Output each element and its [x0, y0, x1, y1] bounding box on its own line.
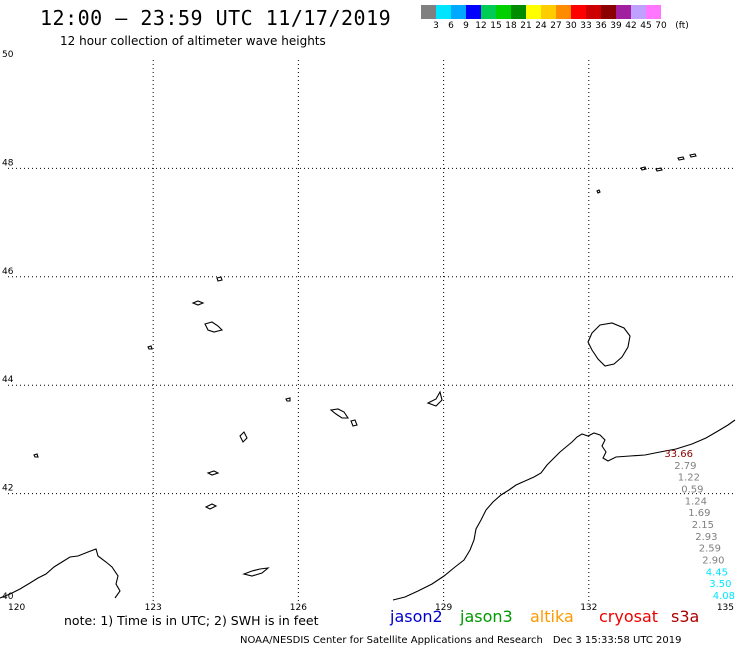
coastline-island-small-10 [216, 276, 223, 282]
color-scale-label: 70 [655, 21, 667, 31]
lon-tick-label: 126 [290, 603, 307, 613]
lon-tick-label: 120 [8, 603, 25, 613]
lat-tick-label: 50 [2, 50, 14, 60]
color-scale-swatch [481, 5, 496, 19]
lat-tick-label: 46 [2, 267, 14, 277]
map-title: 12:00 – 23:59 UTC 11/17/2019 [40, 6, 392, 30]
color-scale-label: 18 [505, 21, 517, 31]
color-scale-swatch [496, 5, 511, 19]
color-scale-swatch [436, 5, 451, 19]
coastline-peninsula [0, 548, 121, 599]
coastline [0, 153, 736, 601]
color-scale-swatch [451, 5, 466, 19]
coastline-island-small-13 [677, 156, 685, 161]
color-scale-label: 36 [595, 21, 607, 31]
wave-height-reading: 2.90 [702, 556, 724, 567]
color-scale-label: 6 [448, 21, 454, 31]
lat-tick-label: 42 [2, 484, 13, 494]
lat-tick-label: 44 [2, 375, 14, 385]
color-scale-label: 21 [520, 21, 532, 31]
wave-height-reading: 4.08 [713, 591, 735, 602]
color-scale-label: 15 [490, 21, 502, 31]
satellite-cryosat: cryosat [599, 607, 659, 626]
coastline-island-small-12 [655, 167, 663, 172]
map-subtitle: 12 hour collection of altimeter wave hei… [60, 34, 326, 48]
satellite-jason3: jason3 [460, 607, 513, 626]
satellite-s3a: s3a [671, 607, 700, 626]
coastline-mainland [392, 419, 736, 601]
color-scale-swatch [631, 5, 646, 19]
wave-height-readings: 33.662.791.220.591.241.692.152.932.592.9… [664, 449, 735, 602]
color-scale-label: 39 [610, 21, 622, 31]
lon-tick-label: 123 [145, 603, 162, 613]
wave-height-reading: 1.69 [688, 508, 710, 519]
wave-height-reading: 4.45 [706, 567, 728, 578]
coastline-island-small-17 [33, 453, 39, 458]
color-scale-swatch [421, 5, 436, 19]
color-scale-swatch [586, 5, 601, 19]
color-scale-label: 42 [625, 21, 637, 31]
note-text: note: 1) Time is in UTC; 2) SWH is in fe… [64, 613, 319, 628]
wave-height-reading: 2.15 [692, 520, 714, 531]
satellite-jason2: jason2 [390, 607, 443, 626]
coastline-island-small-16 [147, 345, 153, 350]
coastline-island-small-7 [191, 300, 205, 306]
color-scale-swatches [421, 5, 676, 19]
lon-tick-label: 129 [435, 603, 452, 613]
coastline-island-small-3 [426, 390, 443, 407]
coastline-island-small-1 [204, 321, 224, 333]
color-scale-label: 12 [475, 21, 487, 31]
color-scale-swatch [526, 5, 541, 19]
axis-tick-labels: 120 123 126 129 132 135 50 48 46 44 42 40 [2, 50, 734, 613]
color-scale-swatch [571, 5, 586, 19]
color-scale-label: 9 [463, 21, 469, 31]
color-scale-swatch [646, 5, 661, 19]
footer-center: NOAA/NESDIS Center for Satellite Applica… [240, 635, 543, 646]
color-scale-label: 30 [565, 21, 577, 31]
lon-tick-label: 135 [717, 603, 734, 613]
lat-tick-label: 40 [2, 592, 14, 602]
coastline-island-small-8 [206, 470, 220, 476]
wave-height-reading: 1.24 [685, 496, 707, 507]
coastline-island-small-2 [329, 408, 350, 419]
wave-height-reading: 1.22 [678, 473, 700, 484]
color-scale-label: 33 [580, 21, 592, 31]
color-scale-swatch [616, 5, 631, 19]
lat-tick-label: 48 [2, 158, 14, 168]
lat-lon-grid [8, 60, 734, 602]
color-scale-swatch [466, 5, 481, 19]
color-scale-swatch [661, 5, 676, 19]
coastline-island-small-14 [689, 153, 697, 158]
color-scale-swatch [511, 5, 526, 19]
coastline-island-small-6 [204, 503, 218, 510]
wave-height-reading: 33.66 [664, 449, 693, 460]
wave-height-color-scale: 3 6 9 12 15 18 21 24 27 30 33 36 39 42 45 70 (ft) [421, 5, 689, 31]
color-scale-swatch [541, 5, 556, 19]
color-scale-label: 3 [433, 21, 439, 31]
color-scale-label: (ft) [675, 21, 689, 31]
color-scale-labels: 3 6 9 12 15 18 21 24 27 30 33 36 39 42 45 70 (ft) [421, 19, 689, 31]
color-scale-swatch [556, 5, 571, 19]
coastline-island-small-5 [242, 567, 270, 577]
coastline-island-small-9 [350, 419, 358, 427]
color-scale-label: 45 [640, 21, 652, 31]
satellite-altika: altika [530, 607, 574, 626]
coastline-island-small-11 [640, 166, 647, 171]
coastline-island-large [587, 322, 631, 367]
color-scale-label: 27 [550, 21, 562, 31]
wave-height-reading: 2.93 [695, 532, 717, 543]
coastline-island-small-4 [239, 431, 248, 443]
lon-tick-label: 132 [580, 603, 597, 613]
wave-height-reading: 2.79 [674, 461, 696, 472]
color-scale-label: 24 [535, 21, 547, 31]
wave-height-reading: 0.59 [681, 485, 703, 496]
coastline-island-small-15 [596, 189, 601, 194]
coastline-island-small-18 [285, 397, 291, 402]
footer-timestamp: Dec 3 15:33:58 UTC 2019 [552, 635, 682, 646]
color-scale-swatch [601, 5, 616, 19]
footer: NOAA/NESDIS Center for Satellite Applica… [240, 635, 681, 646]
wave-height-reading: 3.50 [709, 579, 731, 590]
wave-height-reading: 2.59 [699, 544, 721, 555]
